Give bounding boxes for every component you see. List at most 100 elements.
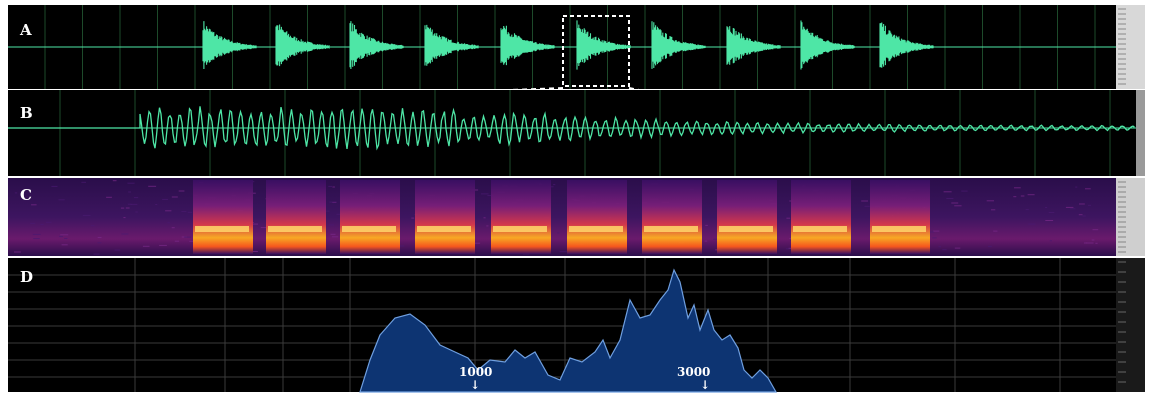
spectrogram-noise [559,251,567,253]
spectrogram-burst [791,180,851,254]
spectrogram-noise [1020,195,1025,197]
panel-d-grid [8,258,1116,392]
waveform-burst [879,22,934,68]
spectrogram-noise [40,224,44,226]
waveform-burst [202,21,257,69]
spectrogram-noise [1085,188,1091,190]
spectrogram-noise [946,198,954,199]
spectrogram-noise [1092,229,1099,231]
spectrogram-noise [933,230,940,232]
spectrogram-noise [1082,215,1086,217]
spectrogram-hotband [569,226,623,232]
panel-a-waveform [202,20,934,70]
panel-c-scale-ticks [1118,181,1126,253]
spectrogram-noise [114,249,121,251]
spectrogram-noise [155,204,158,205]
spectrogram-noise [165,210,172,212]
spectrogram-noise [1078,214,1083,216]
spectrogram-noise [251,181,255,183]
spectrogram-noise [45,221,52,223]
spectrogram-noise [90,225,95,227]
panel-b-label: B [20,104,33,122]
spectrogram-noise [97,242,102,244]
spectrogram-noise [106,196,112,198]
spectrogram-noise [1045,220,1054,221]
zoom-selection-box[interactable] [562,15,630,87]
spectrogram-noise [486,225,489,227]
spectrogram-noise [33,238,40,240]
spectrogram-noise [1084,242,1088,244]
spectrogram-hotband [417,226,471,232]
spectrogram-noise [938,246,941,248]
spectrogram-noise [148,185,157,187]
panel-d-scale-bar [1116,258,1145,392]
spectrogram-noise [705,224,708,226]
spectrogram-noise [64,238,68,239]
spectrogram-noise [178,190,185,192]
spectrogram-noise [174,240,180,242]
spectrogram-noise [329,201,337,203]
spectrogram-hotband [342,226,396,232]
panel-a-scale-ticks [1118,8,1126,85]
spectrogram-noise [789,237,792,239]
panel-c-background [8,178,1116,256]
spectrogram-noise [399,245,405,247]
spectrogram-noise [1070,208,1076,210]
spectrogram-noise [332,186,335,188]
spectrogram-burst [266,180,326,254]
spectrogram-noise [189,240,195,242]
waveform-burst [275,24,330,67]
spectrogram-noise [954,247,961,249]
spectrogram-noise [59,235,63,237]
spectrogram-noise [184,236,192,238]
spectrogram-noise [864,205,870,207]
spectrogram-noise [1014,187,1021,189]
spectrogram-noise [130,203,138,205]
spectrogram-noise [81,181,86,183]
panel-a-scale-bar [1116,5,1145,89]
spectrogram-noise [481,193,489,195]
spectrogram-noise [986,200,994,202]
waveform-burst [424,24,479,66]
spectrogram-noise [112,180,117,182]
spectrogram-noise [713,238,720,240]
spectrogram-noise [1095,242,1098,244]
waveform-burst [651,21,706,69]
spectrogram-noise [483,217,486,219]
spectrogram-noise [171,227,175,229]
spectrogram-noise [31,204,37,206]
spectrogram-hotband [644,226,698,232]
spectrogram-noise [167,222,170,224]
marker-1000-label: 1000 [459,365,492,379]
spectrogram-noise [121,233,129,235]
spectrogram-noise [32,233,41,235]
spectrogram-noise [411,217,415,219]
spectrogram-burst [340,180,400,254]
spectrogram-noise [926,231,934,233]
panel-b-grid [59,90,1111,176]
panel-d-scale-ticks [1118,261,1126,383]
spectrogram-noise [1091,239,1095,241]
panel-a: A [8,5,1145,89]
spectrogram-burst [193,180,253,254]
spectrogram-noise [328,185,332,187]
spectrogram-noise [553,184,556,186]
spectrogram-noise [171,196,178,198]
panel-b-scale-bar [1136,90,1145,176]
panel-d-spectrum-curve [359,268,778,393]
spectrogram-noise [1048,212,1055,213]
marker-3000-arrow: ↓ [700,378,710,392]
spectrogram-noise [1079,203,1085,205]
spectrogram-noise [14,192,18,194]
panel-b: B [8,90,1145,176]
spectrogram-burst [642,180,702,254]
spectrogram-hotband [493,226,547,232]
spectrogram-noise [60,234,69,236]
spectrogram-noise [51,185,58,187]
panel-d: D 1000 ↓ 3000 ↓ [8,258,1145,393]
spectrogram-noise [93,253,100,255]
spectrogram-noise [58,199,65,201]
spectrogram-noise [135,211,138,213]
spectrogram-noise [61,244,68,246]
